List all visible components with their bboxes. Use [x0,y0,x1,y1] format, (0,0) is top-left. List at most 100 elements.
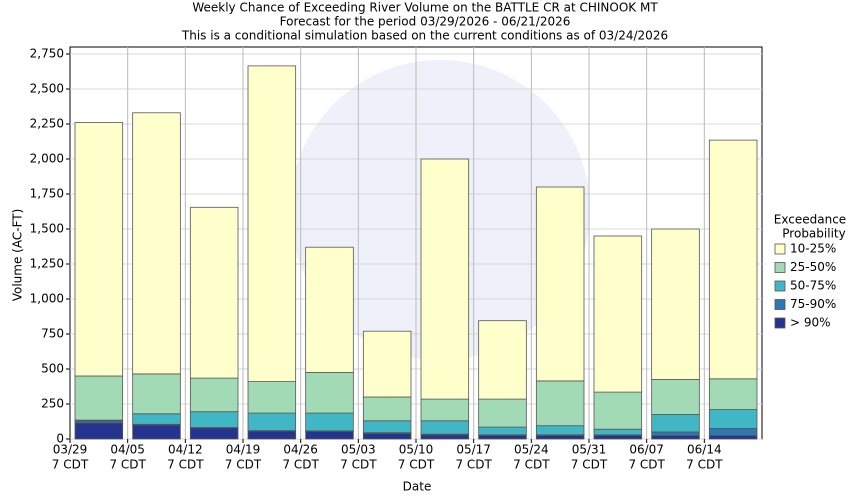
bar-segment [247,430,297,440]
bar-segment [535,435,585,440]
bar-segment [74,122,124,377]
y-tick-label: 0 [56,432,64,446]
legend-label: 75-90% [790,297,836,311]
bar-segment [651,435,700,440]
x-tick-label: 05/03 [341,443,376,457]
x-tick-label: 05/10 [399,443,434,457]
y-tick-label: 750 [41,327,64,341]
x-tick-label: 7 CDT [686,458,723,472]
y-tick-label: 1,250 [30,257,64,271]
y-tick-label: 2,750 [30,47,64,61]
y-tick-label: 2,500 [30,82,64,96]
bar-segment [74,375,124,421]
bar-segment [132,112,181,375]
x-tick-label: 03/29 [53,443,88,457]
bar-segment [420,420,470,435]
y-tick-label: 1,500 [30,222,64,236]
bar-segment [362,330,412,398]
bar-segment [189,427,239,440]
bar-segment [708,139,758,380]
x-tick-label: 7 CDT [571,458,608,472]
chart-title: Weekly Chance of Exceeding River Volume … [192,1,658,15]
legend-title: Probability [782,227,845,241]
x-tick-label: 05/31 [572,443,607,457]
legend-label: 25-50% [790,260,836,274]
x-tick-label: 7 CDT [167,458,204,472]
y-tick-label: 250 [41,397,64,411]
bar-segment [478,426,527,436]
bar-segment [651,379,700,415]
x-tick-label: 05/17 [456,443,491,457]
x-tick-label: 7 CDT [340,458,377,472]
legend-label: > 90% [790,316,831,330]
bar-segment [362,432,412,440]
y-axis-label: Volume (AC-FT) [11,209,25,302]
bar-segment [189,377,239,413]
bar-segment [535,380,585,427]
x-tick-label: 7 CDT [513,458,550,472]
bar-segment [478,435,527,440]
bar-segment [74,422,124,440]
bar-segment [651,228,700,380]
bar-segment [535,186,585,382]
bar-segment [478,320,527,400]
bar-segment [593,235,643,393]
x-tick-label: 7 CDT [628,458,665,472]
bar-segment [305,412,354,432]
bar-segment [478,398,527,428]
legend-label: 10-25% [790,242,836,256]
bar-segment [593,391,643,430]
bar-segment [305,430,354,440]
x-tick-label: 7 CDT [225,458,262,472]
legend-swatch [774,317,786,329]
bar-segment [132,424,181,440]
x-tick-label: 7 CDT [398,458,435,472]
x-tick-label: 04/12 [168,443,203,457]
bar-segment [708,378,758,410]
bar-segment [708,435,758,440]
chart-subtitle: Forecast for the period 03/29/2026 - 06/… [280,15,571,29]
bar-segment [247,412,297,432]
x-tick-label: 06/07 [629,443,664,457]
y-tick-label: 2,250 [30,117,64,131]
bar-segment [189,206,239,379]
bar-segment [247,65,297,383]
x-tick-label: 04/26 [283,443,318,457]
bar-segment [593,428,643,436]
bar-segment [362,420,412,434]
x-tick-label: 04/05 [110,443,145,457]
y-tick-label: 2,000 [30,152,64,166]
x-tick-label: 7 CDT [52,458,89,472]
x-tick-label: 7 CDT [455,458,492,472]
legend-swatch [774,262,786,273]
y-tick-label: 1,750 [30,187,64,201]
legend-swatch [774,299,786,310]
bar-segment [132,413,181,425]
chart-subtitle: This is a conditional simulation based o… [181,29,668,43]
x-axis-label: Date [403,480,432,494]
bar-segment [132,373,181,415]
bar-segment [708,428,758,436]
x-tick-label: 05/24 [514,443,549,457]
bar-segment [420,158,470,400]
bar-segment [305,246,354,373]
bar-segment [247,381,297,414]
bar-segment [651,431,700,436]
x-tick-label: 7 CDT [282,458,319,472]
bar-segment [362,396,412,422]
legend-title: Exceedance [774,213,846,227]
legend-swatch [774,243,786,255]
x-tick-label: 06/14 [687,443,722,457]
bar-segment [305,372,354,414]
bar-segment [420,434,470,440]
y-tick-label: 500 [41,362,64,376]
x-tick-label: 7 CDT [109,458,146,472]
bar-segment [708,409,758,429]
bar-segment [189,411,239,428]
x-tick-label: 04/19 [226,443,261,457]
bar-segment [651,414,700,433]
bar-segment [420,398,470,422]
y-tick-label: 1,000 [30,292,64,306]
legend-label: 50-75% [790,279,836,293]
